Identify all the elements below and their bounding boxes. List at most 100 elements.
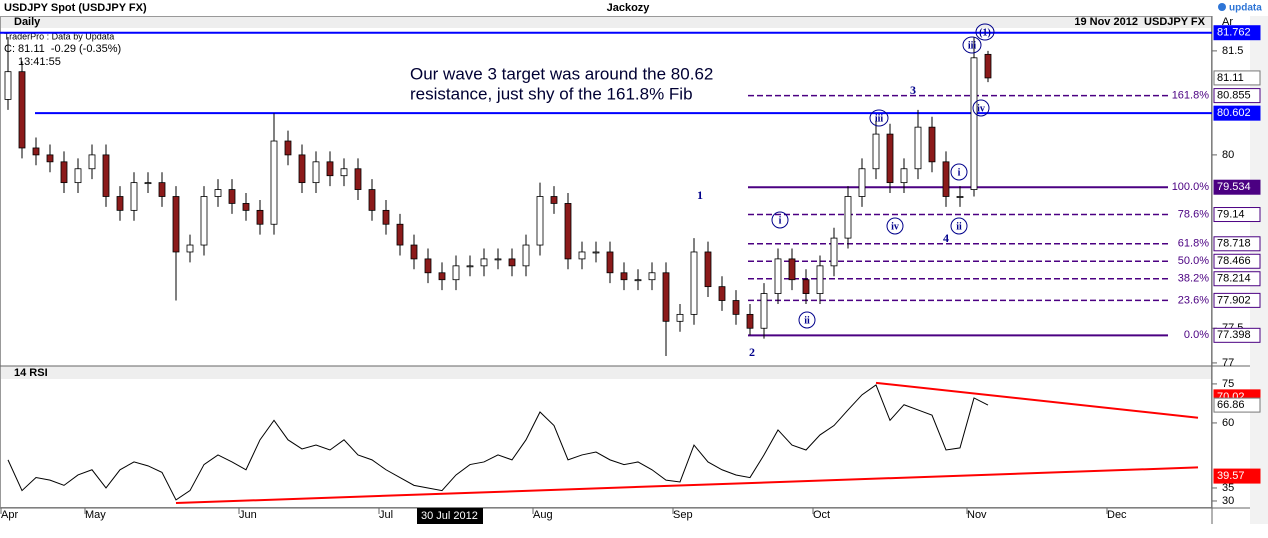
rsi-last-label: 66.86	[1217, 399, 1245, 411]
y-tick-label: 60	[1222, 417, 1234, 429]
candle-body	[4, 71, 12, 100]
y-tick-label: 30	[1222, 495, 1234, 507]
level-box	[1213, 105, 1261, 121]
candle-body	[788, 258, 796, 281]
candle-body	[634, 279, 642, 282]
fib-box	[1213, 207, 1261, 223]
candle-body	[130, 182, 138, 211]
candle-body	[424, 258, 432, 274]
candle-body	[396, 223, 404, 246]
wave-label: iii	[875, 113, 884, 124]
fib-label: 79.14	[1217, 208, 1245, 220]
wave-label: ii	[956, 221, 962, 232]
candle-body	[872, 133, 880, 170]
candle-body	[830, 237, 838, 267]
candle-body	[116, 196, 124, 211]
wave-label: 3	[910, 83, 916, 97]
wave-circle	[962, 36, 982, 54]
trendline	[175, 466, 1199, 505]
x-tick-label: Dec	[1107, 509, 1127, 521]
candle-body	[340, 168, 348, 177]
y-tick-label: 80	[1222, 149, 1234, 161]
fib-label: 100.0%	[1172, 181, 1210, 193]
fib-box	[1213, 271, 1261, 287]
fib-box	[1213, 236, 1261, 252]
fib-label: 77.398	[1217, 329, 1251, 341]
fib-box	[1213, 179, 1261, 195]
period-bar	[0, 16, 1212, 28]
candle-body	[578, 251, 586, 260]
x-tick-label: Jul	[379, 509, 393, 521]
candle-body	[466, 265, 474, 268]
last-close-box	[1213, 70, 1261, 86]
fib-label: 77.902	[1217, 294, 1251, 306]
x-tick-label: Oct	[813, 509, 830, 521]
candle-body	[494, 258, 502, 261]
period: Daily	[14, 16, 41, 28]
fib-label: 78.6%	[1178, 208, 1209, 220]
wave-label: iv	[977, 103, 985, 114]
fib-label: 61.8%	[1178, 238, 1209, 250]
candle-body	[32, 147, 40, 156]
candle-body	[858, 168, 866, 197]
quote: C: 81.11 -0.29 (-0.35%)	[4, 43, 121, 55]
fib-box	[1213, 88, 1261, 104]
fib-label: 38.2%	[1178, 273, 1209, 285]
chart-title: USDJPY Spot (USDJPY FX)	[4, 2, 147, 14]
candle-body	[928, 126, 936, 163]
trendline	[875, 381, 1199, 419]
wave-circle	[950, 163, 968, 181]
wave-label: iii	[968, 40, 977, 51]
candle-body	[382, 209, 390, 225]
candle-body	[704, 251, 712, 288]
candle-body	[368, 189, 376, 211]
fib-label: 78.718	[1217, 238, 1251, 250]
fib-box	[1213, 292, 1261, 308]
fib-label: 78.214	[1217, 273, 1251, 285]
candle-body	[172, 196, 180, 253]
logo-icon	[1218, 3, 1226, 11]
rsi-marker-label: 39.57	[1217, 470, 1245, 482]
candle-body	[676, 313, 684, 322]
candle-body	[214, 189, 222, 197]
y-tick-label: 75	[1222, 378, 1234, 390]
wave-label: i	[958, 167, 961, 178]
x-tick-label: Nov	[967, 509, 987, 521]
candle-body	[970, 57, 978, 190]
fib-label: 78.466	[1217, 255, 1251, 267]
rsi-title: 14 RSI	[14, 367, 48, 379]
candle-body	[270, 140, 278, 225]
candle-body	[18, 71, 26, 149]
wave-label: i	[779, 215, 782, 226]
candle-body	[242, 203, 250, 211]
candle-body	[802, 279, 810, 294]
x-tick-label: Aug	[533, 509, 553, 521]
candle-body	[564, 203, 572, 260]
candle-body	[256, 209, 264, 225]
wave-label: (1)	[979, 27, 991, 38]
candle-body	[942, 161, 950, 197]
last-close-label: 81.11	[1217, 72, 1244, 84]
candle-body	[522, 244, 530, 267]
fib-label: 0.0%	[1184, 329, 1209, 341]
candle-body	[620, 272, 628, 281]
rsi-line	[7, 384, 989, 501]
candle-body	[60, 161, 68, 184]
date-symbol: 19 Nov 2012 USDJPY FX	[1074, 16, 1205, 28]
rsi-title-bar	[0, 366, 1212, 379]
candle-body	[480, 258, 488, 267]
candle-body	[550, 196, 558, 204]
candle-body	[102, 154, 110, 197]
candle-body	[312, 161, 320, 184]
x-tick-label: May	[85, 509, 106, 521]
rsi-marker-box	[1213, 468, 1261, 484]
candle-body	[74, 168, 82, 184]
note-line: resistance, just shy of the 161.8% Fib	[410, 84, 693, 103]
candle-body	[46, 154, 54, 163]
candle-body	[760, 293, 768, 329]
logo: updata	[1229, 3, 1262, 14]
candle-body	[354, 168, 362, 190]
candle-body	[200, 196, 208, 246]
